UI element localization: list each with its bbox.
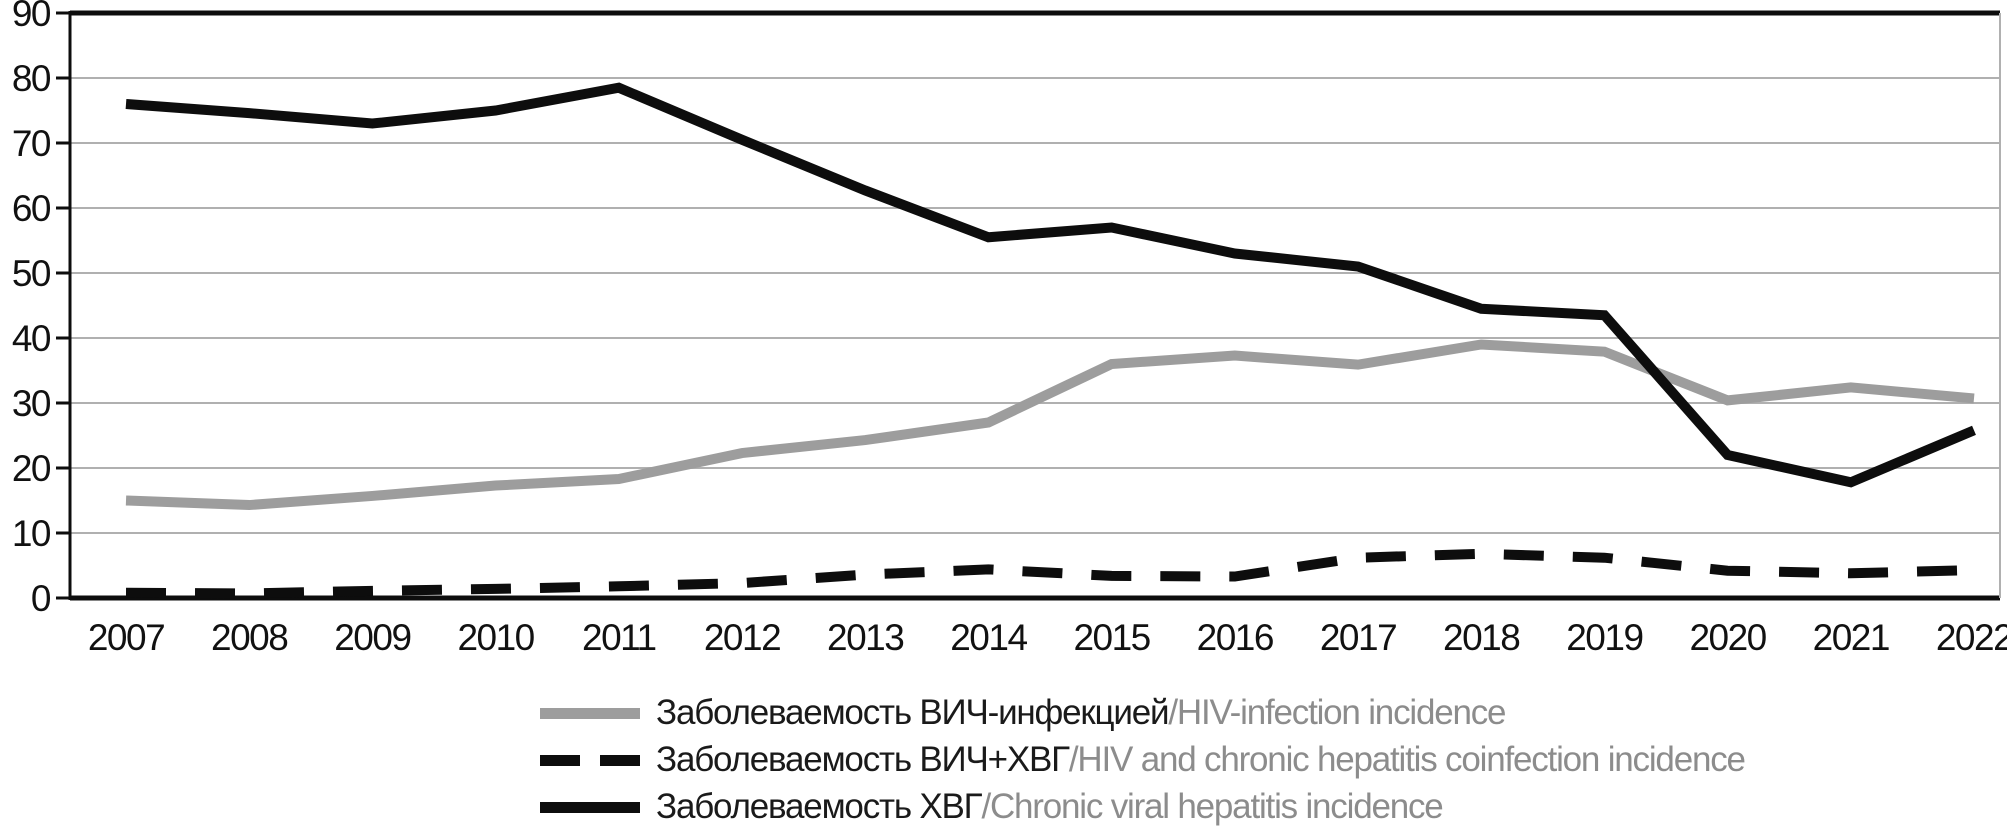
x-tick-label: 2014 bbox=[950, 617, 1027, 658]
legend-label-en: /Chronic viral hepatitis incidence bbox=[981, 787, 1443, 826]
y-tick-label: 50 bbox=[12, 253, 51, 294]
y-tick-label: 0 bbox=[31, 578, 51, 619]
dash-sample bbox=[540, 754, 580, 766]
legend-label-en: /HIV-infection incidence bbox=[1168, 693, 1506, 732]
x-axis-year-labels: 2007 2008 2009 2010 2011 2012 2013 2014 2015 2016… bbox=[88, 617, 2007, 658]
x-tick-label: 2019 bbox=[1566, 617, 1642, 658]
x-tick-label: 2022 bbox=[1936, 617, 2007, 658]
legend-item: Заболеваемость ВИЧ+ХВГ/HIV and chronic h… bbox=[540, 740, 1746, 780]
gridlines bbox=[70, 77, 2000, 534]
x-tick-label: 2018 bbox=[1443, 617, 1519, 658]
legend-label: Заболеваемость ХВГ/Chronic viral hepatit… bbox=[656, 787, 1444, 827]
legend-label: Заболеваемость ВИЧ-инфекцией/HIV-infecti… bbox=[656, 693, 1507, 733]
y-tick-label: 80 bbox=[12, 58, 51, 99]
legend-label-en: /HIV and chronic hepatitis coinfection i… bbox=[1068, 740, 1746, 779]
legend: Заболеваемость ВИЧ-инфекцией/HIV-infecti… bbox=[540, 693, 1746, 827]
series-line-0 bbox=[125, 339, 1975, 511]
y-tick-label: 60 bbox=[12, 188, 51, 229]
x-tick-label: 2017 bbox=[1320, 617, 1396, 658]
x-tick-label: 2011 bbox=[582, 617, 656, 658]
y-tick-label: 70 bbox=[12, 123, 51, 164]
y-tick-label: 20 bbox=[12, 448, 51, 489]
y-axis-tick-labels: 0 10 20 30 40 50 60 70 80 90 bbox=[12, 0, 53, 619]
line-sample bbox=[540, 707, 640, 719]
line-chart: 0 10 20 30 40 50 60 70 80 90 2007 2008 2009 2010 2011… bbox=[12, 0, 2007, 658]
legend-label-ru: Заболеваемость ВИЧ-инфекцией bbox=[656, 693, 1170, 732]
y-tick-label: 30 bbox=[12, 383, 51, 424]
x-tick-label: 2013 bbox=[827, 617, 903, 658]
x-tick-label: 2020 bbox=[1689, 617, 1766, 658]
series-lines bbox=[125, 82, 1976, 599]
x-tick-label: 2021 bbox=[1813, 617, 1889, 658]
series-line-2 bbox=[125, 82, 1976, 488]
axes bbox=[68, 10, 2001, 601]
legend-label-ru: Заболеваемость ХВГ bbox=[656, 787, 983, 826]
legend-label-ru: Заболеваемость ВИЧ+ХВГ bbox=[656, 740, 1070, 779]
y-tick-label: 90 bbox=[12, 0, 51, 34]
gray-solid-line-swatch bbox=[540, 707, 640, 719]
line-sample bbox=[540, 801, 640, 813]
series-line-1 bbox=[125, 548, 1975, 599]
x-tick-label: 2007 bbox=[88, 617, 164, 658]
legend-item: Заболеваемость ВИЧ-инфекцией/HIV-infecti… bbox=[540, 693, 1745, 733]
legend-item: Заболеваемость ХВГ/Chronic viral hepatit… bbox=[540, 787, 1745, 827]
y-tick-label: 10 bbox=[12, 513, 51, 554]
x-tick-label: 2015 bbox=[1073, 617, 1150, 658]
x-tick-label: 2010 bbox=[457, 617, 534, 658]
y-tick-label: 40 bbox=[12, 318, 51, 359]
y-axis-ticks bbox=[56, 11, 70, 600]
dash-sample bbox=[600, 754, 640, 766]
x-tick-label: 2012 bbox=[704, 617, 780, 658]
x-tick-label: 2016 bbox=[1197, 617, 1273, 658]
legend-label: Заболеваемость ВИЧ+ХВГ/HIV and chronic h… bbox=[656, 740, 1746, 780]
x-tick-label: 2008 bbox=[211, 617, 287, 658]
black-solid-line-swatch bbox=[540, 801, 640, 813]
x-tick-label: 2009 bbox=[334, 617, 410, 658]
black-dashed-line-swatch bbox=[540, 754, 640, 766]
